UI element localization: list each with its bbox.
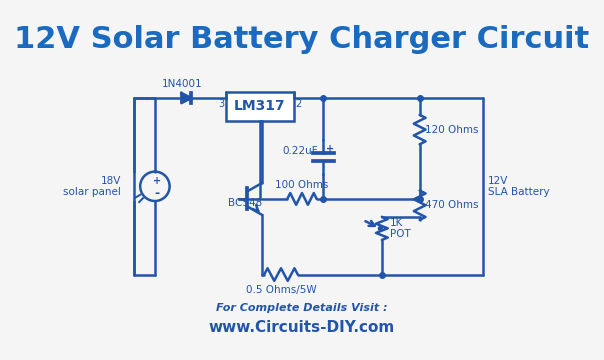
Text: 18V
solar panel: 18V solar panel (63, 176, 121, 197)
Text: 12V Solar Battery Charger Circuit: 12V Solar Battery Charger Circuit (14, 25, 590, 54)
Text: +: + (153, 176, 161, 186)
Text: 100 Ohms: 100 Ohms (275, 180, 329, 190)
Text: 3: 3 (218, 99, 224, 109)
Text: +: + (326, 144, 335, 154)
Text: -: - (155, 187, 159, 200)
Text: 0.5 Ohms/5W: 0.5 Ohms/5W (246, 285, 316, 295)
Text: 2: 2 (296, 99, 302, 109)
Text: 120 Ohms: 120 Ohms (425, 125, 478, 135)
Text: 1N4001: 1N4001 (162, 79, 202, 89)
Text: LM317: LM317 (234, 99, 286, 113)
Text: 0.22uF: 0.22uF (282, 145, 318, 156)
Text: 470 Ohms: 470 Ohms (425, 200, 478, 210)
Text: BC548: BC548 (228, 198, 263, 208)
Text: www.Circuits-DIY.com: www.Circuits-DIY.com (209, 320, 395, 334)
Polygon shape (181, 93, 191, 103)
Text: For Complete Details Visit :: For Complete Details Visit : (216, 303, 388, 313)
Text: 1K
POT: 1K POT (390, 217, 411, 239)
Bar (226, 92, 294, 121)
Text: 12V
SLA Battery: 12V SLA Battery (488, 176, 550, 197)
